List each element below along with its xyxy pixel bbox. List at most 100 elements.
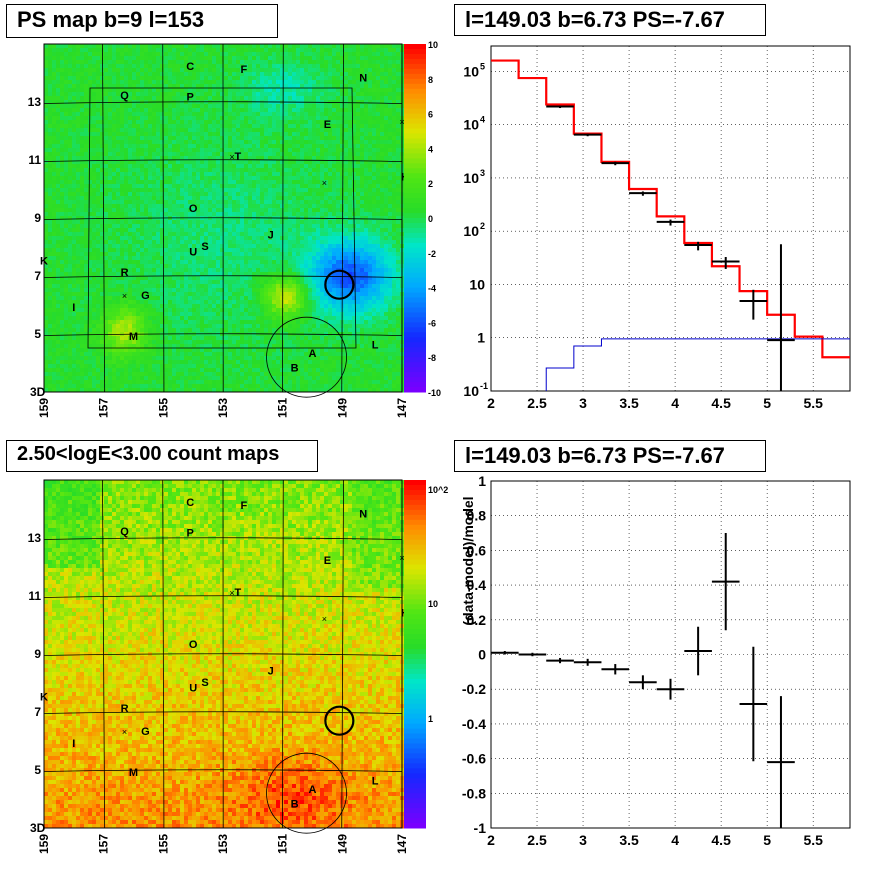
ps-map-heat-cell	[52, 88, 57, 93]
ps-map-heat-cell	[372, 176, 377, 181]
ps-map-heat-cell	[292, 188, 297, 193]
ps-map-heat-cell	[364, 196, 369, 201]
ps-map-heat-cell	[164, 68, 169, 73]
ps-map-heat-cell	[64, 256, 69, 261]
ps-map-heat-cell	[180, 212, 185, 217]
ps-map-heat-cell	[72, 164, 77, 169]
ps-map-heat-cell	[144, 164, 149, 169]
ps-map-heat-cell	[124, 148, 129, 153]
ps-map-heat-cell	[132, 44, 137, 49]
ps-map-heat-cell	[288, 224, 293, 229]
ps-map-heat-cell	[248, 48, 253, 53]
ps-map-heat-cell	[220, 96, 225, 101]
ps-map-heat-cell	[296, 44, 301, 49]
ps-map-heat-cell	[128, 96, 133, 101]
ps-map-heat-cell	[264, 252, 269, 257]
ps-map-heat-cell	[380, 172, 385, 177]
ps-map-heat-cell	[272, 72, 277, 77]
ps-map-heat-cell	[116, 236, 121, 241]
ps-map-heat-cell	[156, 228, 161, 233]
ps-map-heat-cell	[368, 56, 373, 61]
ps-map-heat-cell	[332, 80, 337, 85]
ps-map-heat-cell	[276, 64, 281, 69]
ps-map-heat-cell	[172, 160, 177, 165]
ps-map-heat-cell	[208, 152, 213, 157]
ps-map-heat-cell	[288, 116, 293, 121]
ps-map-heat-cell	[68, 156, 73, 161]
ps-map-heat-cell	[316, 88, 321, 93]
ps-map-heat-cell	[388, 252, 393, 257]
ps-map-heat-cell	[328, 64, 333, 69]
ps-map-heat-cell	[268, 44, 273, 49]
ps-map-heat-cell	[80, 188, 85, 193]
ps-map-heat-cell	[364, 136, 369, 141]
ps-map-heat-cell	[84, 44, 89, 49]
ps-map-heat-cell	[348, 136, 353, 141]
ps-map-heat-cell	[44, 60, 49, 65]
ps-map-heat-cell	[240, 260, 245, 265]
ps-map-heat-cell	[112, 80, 117, 85]
ps-map-heat-cell	[336, 132, 341, 137]
ps-map-heat-cell	[288, 256, 293, 261]
ps-map-heat-cell	[196, 148, 201, 153]
ps-map-heat-cell	[56, 176, 61, 181]
ps-map-heat-cell	[88, 236, 93, 241]
ps-map-heat-cell	[372, 88, 377, 93]
ps-map-heat-cell	[380, 260, 385, 265]
ps-map-heat-cell	[320, 260, 325, 265]
ps-map-heat-cell	[212, 244, 217, 249]
ps-map-heat-cell	[344, 204, 349, 209]
ps-map-heat-cell	[52, 196, 57, 201]
ps-map-heat-cell	[140, 72, 145, 77]
ps-map-heat-cell	[292, 148, 297, 153]
ps-map-heat-cell	[60, 248, 65, 253]
ps-map-heat-cell	[352, 108, 357, 113]
ps-map-heat-cell	[136, 168, 141, 173]
ps-map-heat-cell	[56, 196, 61, 201]
ps-map-heat-cell	[236, 248, 241, 253]
ps-map-heat-cell	[152, 232, 157, 237]
ps-map-heat-cell	[124, 152, 129, 157]
ps-map-heat-cell	[344, 168, 349, 173]
ps-map-heat-cell	[236, 60, 241, 65]
ps-map-heat-cell	[156, 220, 161, 225]
ps-map-heat-cell	[336, 220, 341, 225]
ps-map-heat-cell	[280, 220, 285, 225]
ps-map-heat-cell	[188, 64, 193, 69]
ps-map-heat-cell	[296, 252, 301, 257]
ps-map-heat-cell	[244, 64, 249, 69]
ps-map-heat-cell	[320, 116, 325, 121]
ps-map-heat-cell	[264, 148, 269, 153]
ps-map-heat-cell	[296, 156, 301, 161]
ps-map-heat-cell	[296, 104, 301, 109]
ps-map-heat-cell	[108, 144, 113, 149]
ps-map-heat-cell	[52, 236, 57, 241]
ps-map-heat-cell	[92, 120, 97, 125]
ps-map-heat-cell	[228, 80, 233, 85]
ps-map-heat-cell	[168, 116, 173, 121]
ps-map-heat-cell	[256, 128, 261, 133]
ps-map-heat-cell	[56, 144, 61, 149]
ps-map-heat-cell	[96, 164, 101, 169]
ps-map-heat-cell	[104, 260, 109, 265]
ps-map-heat-cell	[144, 116, 149, 121]
ps-map-heat-cell	[360, 192, 365, 197]
ps-map-heat-cell	[116, 92, 121, 97]
ps-map-heat-cell	[244, 140, 249, 145]
ps-map-heat-cell	[216, 80, 221, 85]
ps-map-heat-cell	[156, 164, 161, 169]
ps-map-heat-cell	[308, 132, 313, 137]
ps-map-heat-cell	[348, 120, 353, 125]
ps-map-heat-cell	[176, 108, 181, 113]
ps-map-heat-cell	[372, 112, 377, 117]
ps-map-heat-cell	[272, 164, 277, 169]
ps-map-heat-cell	[248, 184, 253, 189]
ps-map-heat-cell	[216, 200, 221, 205]
ps-map-heat-cell	[276, 252, 281, 257]
ps-map-heat-cell	[56, 204, 61, 209]
ps-map-heat-cell	[384, 100, 389, 105]
ps-map-heat-cell	[216, 104, 221, 109]
ps-map-heat-cell	[336, 96, 341, 101]
ps-map-heat-cell	[248, 236, 253, 241]
ps-map-heat-cell	[392, 64, 397, 69]
